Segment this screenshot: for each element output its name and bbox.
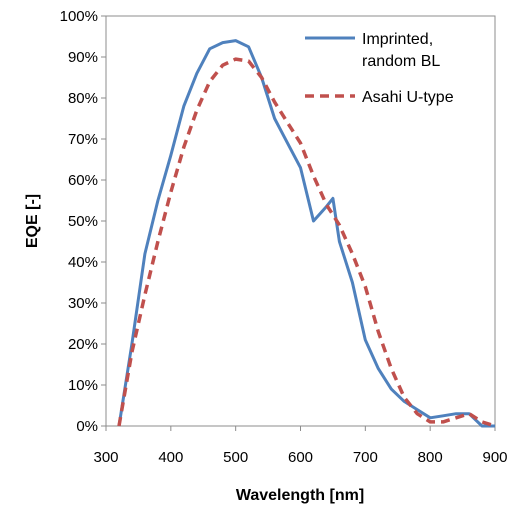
y-tick-label: 60% [68,172,98,189]
y-tick-label: 40% [68,254,98,271]
legend-label: random BL [362,53,440,70]
y-tick-label: 0% [76,418,98,435]
y-tick-label: 70% [68,131,98,148]
legend-label: Imprinted, [362,31,433,48]
x-tick-label: 900 [482,449,507,466]
legend-label: Asahi U-type [362,89,454,106]
x-axis-title: Wavelength [nm] [236,487,364,504]
y-tick-label: 30% [68,295,98,312]
x-tick-label: 400 [158,449,183,466]
y-tick-label: 100% [60,8,98,25]
y-tick-label: 80% [68,90,98,107]
x-tick-label: 600 [288,449,313,466]
x-tick-label: 500 [223,449,248,466]
y-tick-label: 20% [68,336,98,353]
y-tick-label: 90% [68,49,98,66]
y-axis-title: EQE [-] [24,194,41,248]
y-axis-ticks: 0% 10% 20% 30% 40% 50% 60% 70% 80% 90% 100% [60,8,106,435]
x-tick-label: 700 [353,449,378,466]
series-layer [117,39,496,428]
legend: Imprinted, random BL Asahi U-type [305,31,454,106]
y-tick-label: 50% [68,213,98,230]
x-tick-label: 300 [93,449,118,466]
y-tick-label: 10% [68,377,98,394]
series-line-1 [117,39,495,428]
x-axis-ticks: 300 400 500 600 700 800 900 [93,426,508,466]
x-tick-label: 800 [418,449,443,466]
series-line-2 [117,57,496,428]
